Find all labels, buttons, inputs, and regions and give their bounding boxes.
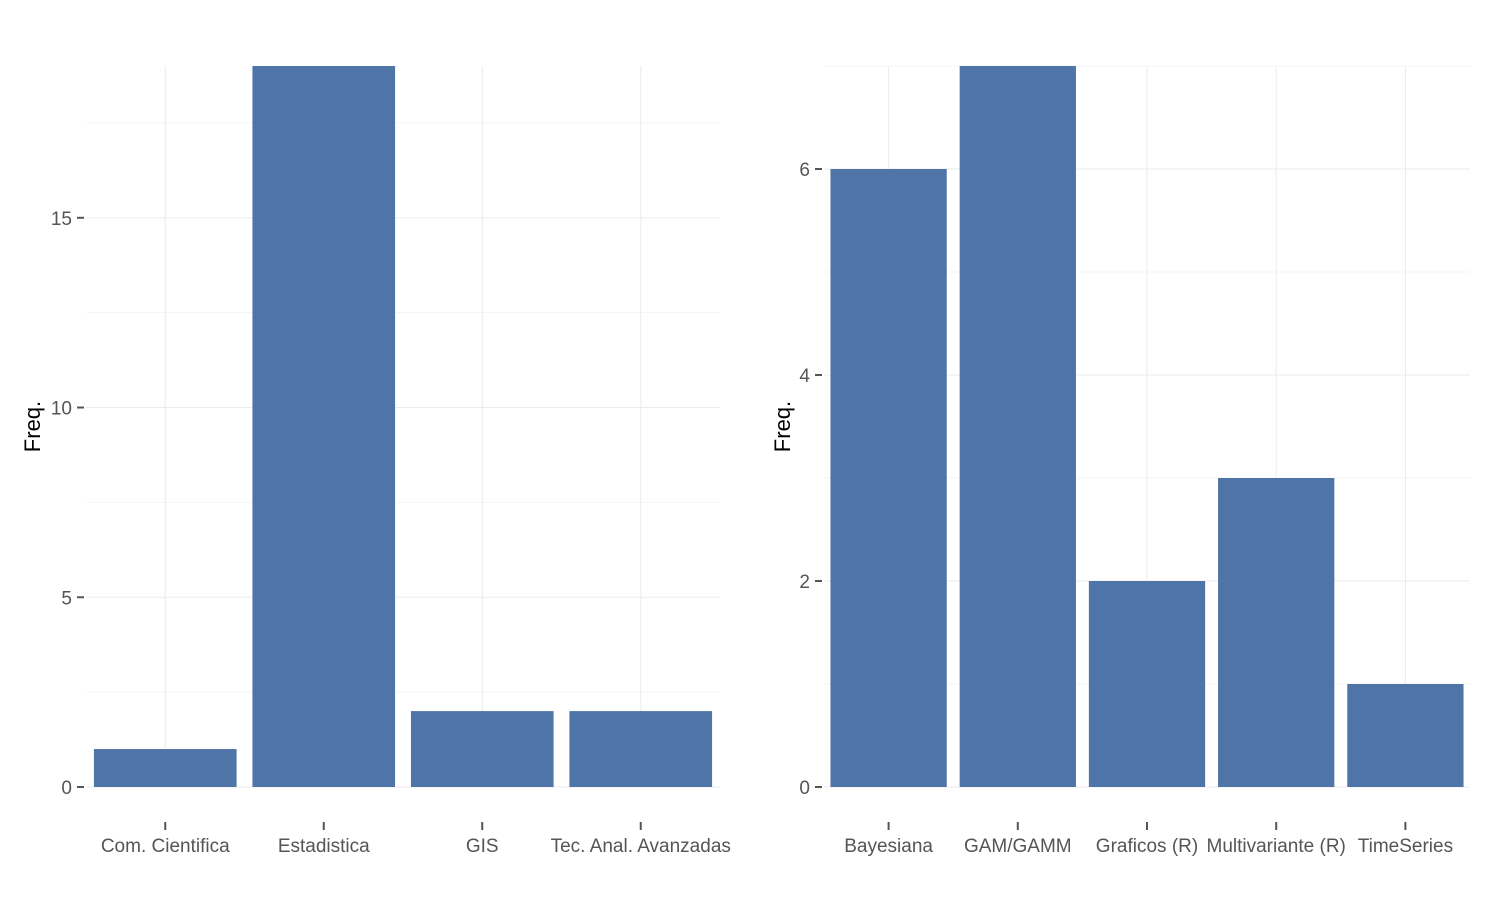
x-tick-label: GIS [466, 836, 499, 857]
bar-bayesiana [830, 169, 947, 787]
bar-estadistica [252, 66, 396, 787]
x-tick-label: Bayesiana [844, 836, 933, 857]
left-bar-chart: 0 5 10 15 Com. Cientifica Estadistica GIS Tec. … [20, 66, 731, 857]
y-tick-label: 10 [51, 399, 72, 420]
y-tick-label: 6 [799, 160, 810, 181]
bar-tec-anal-avanzadas [569, 711, 713, 787]
bar-gis [410, 711, 554, 787]
y-tick-label: 0 [61, 778, 72, 799]
y-tick-label: 2 [799, 572, 810, 593]
bar-multivariante-r [1218, 478, 1335, 787]
y-axis-title: Freq. [770, 401, 795, 452]
y-tick-label: 5 [61, 588, 72, 609]
right-bar-chart: 0 2 4 6 Bayesiana GAM/GAMM Graficos (R) Multiva… [770, 65, 1470, 857]
bar-com-cientifica [93, 749, 237, 787]
bar-gam-gamm [959, 66, 1076, 787]
y-tick-label: 4 [799, 366, 810, 387]
x-tick-label: TimeSeries [1358, 836, 1453, 857]
x-tick-label: GAM/GAMM [964, 836, 1072, 857]
x-tick-label: Multivariante (R) [1207, 836, 1346, 857]
x-tick-label: Graficos (R) [1096, 836, 1198, 857]
bar-graficos-r [1088, 581, 1206, 787]
x-tick-label: Tec. Anal. Avanzadas [551, 836, 731, 857]
bar-timeseries [1347, 684, 1464, 787]
y-tick-label: 0 [799, 778, 810, 799]
y-tick-label: 15 [51, 209, 72, 230]
x-tick-label: Estadistica [278, 836, 370, 857]
x-tick-label: Com. Cientifica [101, 836, 230, 857]
y-axis-title: Freq. [20, 401, 45, 452]
